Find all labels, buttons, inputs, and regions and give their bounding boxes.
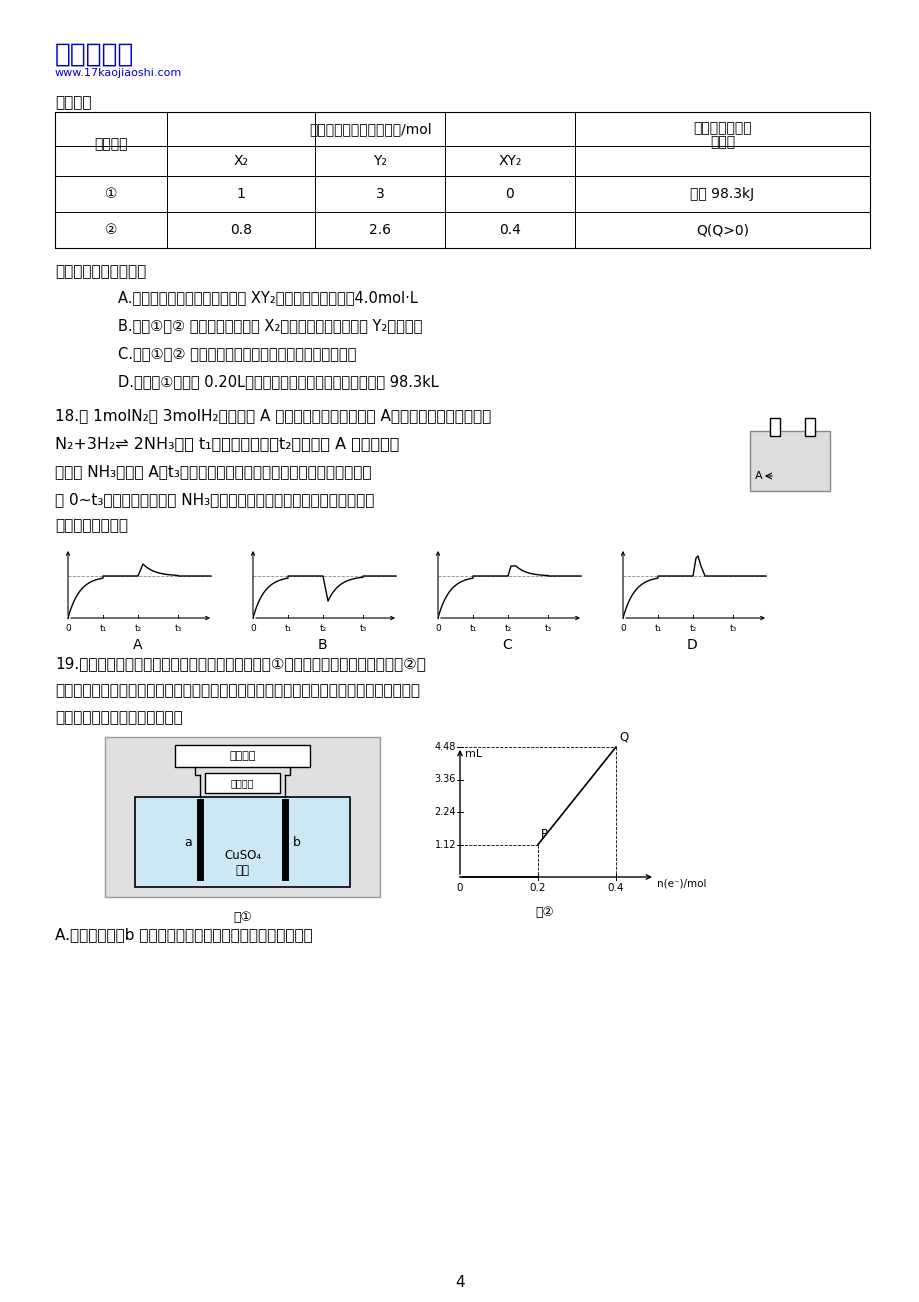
Text: 0: 0 (619, 624, 625, 633)
Text: t₁: t₁ (653, 624, 661, 633)
Text: X₂: X₂ (233, 154, 248, 168)
Text: t₁: t₁ (99, 624, 107, 633)
Text: 下列叙述不正确的是：: 下列叙述不正确的是： (55, 264, 146, 279)
Text: A.反应达到平衡时，两个容器中 XY₂的物质的量浓度均为4.0mol·L: A.反应达到平衡时，两个容器中 XY₂的物质的量浓度均为4.0mol·L (118, 290, 417, 305)
Text: t₂: t₂ (504, 624, 511, 633)
Text: Q: Q (618, 730, 628, 743)
Text: t₃: t₃ (729, 624, 736, 633)
Text: 在 0~t₃时间段内混合气中 NH₃的体积分数（纵坐标）随时间（横坐标）: 在 0~t₃时间段内混合气中 NH₃的体积分数（纵坐标）随时间（横坐标） (55, 492, 374, 506)
Text: 0: 0 (505, 187, 514, 201)
Text: 0.4: 0.4 (607, 883, 624, 893)
Text: t₃: t₃ (359, 624, 367, 633)
Text: a: a (184, 836, 192, 849)
Text: CuSO₄: CuSO₄ (223, 849, 261, 862)
Text: 1.12: 1.12 (434, 840, 456, 849)
Text: 一起考教师: 一起考教师 (55, 42, 134, 68)
Text: 1: 1 (236, 187, 245, 201)
Text: N₂+3H₂⇌ 2NH₃，在 t₁时刻达到平衡，t₂时刻再从 A 口快速充入: N₂+3H₂⇌ 2NH₃，在 t₁时刻达到平衡，t₂时刻再从 A 口快速充入 (55, 436, 399, 450)
Text: 准状况）。则下列说法正确的是: 准状况）。则下列说法正确的是 (55, 710, 183, 725)
Text: 电压表向: 电压表向 (231, 779, 254, 788)
Text: t₂: t₂ (688, 624, 696, 633)
Text: 2.24: 2.24 (434, 807, 456, 816)
Text: B: B (317, 638, 327, 652)
Text: D: D (686, 638, 698, 652)
Text: Y₂: Y₂ (373, 154, 387, 168)
Text: 3: 3 (375, 187, 384, 201)
Text: 一定量 NH₃后关闭 A，t₃时刻重新达到平衡（整个过程保持恒温恒压）。: 一定量 NH₃后关闭 A，t₃时刻重新达到平衡（整个过程保持恒温恒压）。 (55, 464, 371, 479)
Text: www.17kaojiaoshi.com: www.17kaojiaoshi.com (55, 68, 182, 78)
Text: 3.36: 3.36 (434, 775, 456, 785)
Text: 0: 0 (250, 624, 255, 633)
Text: mL: mL (464, 749, 482, 759)
Text: P: P (540, 828, 548, 841)
Text: 直流电源: 直流电源 (229, 751, 255, 760)
Text: 起始时各物质的物质的量/mol: 起始时各物质的物质的量/mol (310, 122, 432, 135)
Text: C: C (502, 638, 512, 652)
Bar (55, 112, 869, 247)
Text: 放热 98.3kJ: 放热 98.3kJ (689, 187, 754, 201)
Text: 0: 0 (65, 624, 71, 633)
Text: b: b (293, 836, 301, 849)
Text: ②: ② (105, 223, 117, 237)
Text: n(e⁻)/mol: n(e⁻)/mol (656, 879, 706, 889)
Text: t₂: t₂ (134, 624, 142, 633)
Text: 4: 4 (455, 1275, 464, 1290)
Text: D.若容器①体积为 0.20L，则反应达到平衡时放出的热量大于 98.3kL: D.若容器①体积为 0.20L，则反应达到平衡时放出的热量大于 98.3kL (118, 374, 438, 389)
Text: XY₂: XY₂ (498, 154, 521, 168)
Text: A: A (754, 471, 762, 480)
Text: 图②: 图② (535, 906, 554, 919)
Text: t₃: t₃ (544, 624, 551, 633)
Text: 平衡时体系的能: 平衡时体系的能 (692, 121, 751, 135)
Text: t₂: t₂ (319, 624, 326, 633)
Bar (804, 418, 814, 436)
Text: 容器编号: 容器编号 (94, 137, 128, 151)
Text: 变化曲线正确的是: 变化曲线正确的是 (55, 518, 128, 533)
Bar (135, 797, 349, 887)
Text: A.电解过程中，b 电极表面先有红色物质析出，后有气泡产生: A.电解过程中，b 电极表面先有红色物质析出，后有气泡产生 (55, 927, 312, 943)
Text: 0: 0 (435, 624, 440, 633)
Text: t₁: t₁ (469, 624, 476, 633)
Text: 18.将 1molN₂和 3molH₂混合后由 A 口充入右图容器中，关闭 A，在一定条件下发生反应: 18.将 1molN₂和 3molH₂混合后由 A 口充入右图容器中，关闭 A，… (55, 408, 491, 423)
Text: t₃: t₃ (175, 624, 181, 633)
Text: 0.4: 0.4 (498, 223, 520, 237)
Text: Q(Q>0): Q(Q>0) (696, 223, 748, 237)
Text: 溶液: 溶液 (235, 865, 249, 878)
Bar (175, 745, 310, 767)
Bar (105, 737, 380, 897)
Text: 图①: 图① (233, 911, 252, 924)
Text: 19.用惰性电极电解一定量的硫酸铜溶液，装置如图①。电解过程中的实验数据如图②，: 19.用惰性电极电解一定量的硫酸铜溶液，装置如图①。电解过程中的实验数据如图②， (55, 656, 425, 671)
Bar (749, 431, 829, 491)
Text: 表所示：: 表所示： (55, 95, 91, 109)
Text: 4.48: 4.48 (434, 742, 456, 753)
Text: 0.2: 0.2 (529, 883, 546, 893)
Text: t₁: t₁ (284, 624, 291, 633)
Text: 2.6: 2.6 (369, 223, 391, 237)
Text: 0: 0 (456, 883, 463, 893)
Text: B.容器①、② 中反应达到平衡时 X₂的转化率相等，且大于 Y₂的转化率: B.容器①、② 中反应达到平衡时 X₂的转化率相等，且大于 Y₂的转化率 (118, 318, 422, 333)
Bar (769, 418, 779, 436)
Text: 0.8: 0.8 (230, 223, 252, 237)
Text: A: A (132, 638, 142, 652)
Bar (205, 773, 279, 793)
Text: 量变化: 量变化 (709, 135, 734, 148)
Text: ①: ① (105, 187, 117, 201)
Text: 横坐标表示电解过程中转移电子的物质的量，纵坐标表示电解过程中产生气体的总体积（标: 横坐标表示电解过程中转移电子的物质的量，纵坐标表示电解过程中产生气体的总体积（标 (55, 684, 420, 698)
Text: C.容器①、② 中反应达到平衡时同种物质的体积分数相等: C.容器①、② 中反应达到平衡时同种物质的体积分数相等 (118, 346, 356, 361)
